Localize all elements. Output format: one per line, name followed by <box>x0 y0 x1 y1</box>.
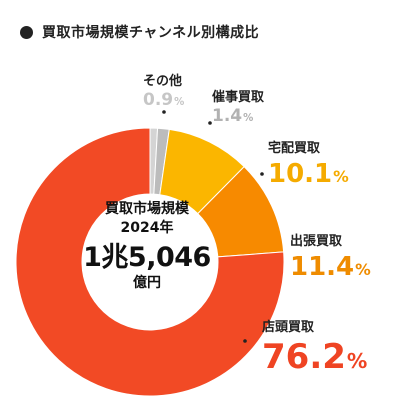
center-line1: 買取市場規模 <box>105 201 189 217</box>
slice-store <box>15 127 285 397</box>
label-name-event: 催事買取 <box>212 90 265 105</box>
center-amount: 1兆5,046 <box>83 242 211 273</box>
leader-dot-store <box>243 339 247 343</box>
label-value-other: 0.9% <box>143 90 185 110</box>
label-store: 店頭買取 76.2% <box>262 316 367 374</box>
label-name-other: その他 <box>143 74 183 89</box>
leader-dot-delivery <box>260 172 264 176</box>
label-name-store: 店頭買取 <box>262 320 315 335</box>
leader-dot-event <box>208 121 212 125</box>
chart-title: 買取市場規模チャンネル別構成比 <box>42 25 260 41</box>
chart-header: 買取市場規模チャンネル別構成比 <box>20 22 259 42</box>
label-event: 催事買取 1.4% <box>212 86 264 125</box>
label-value-event: 1.4% <box>212 106 254 126</box>
label-value-store: 76.2% <box>262 337 368 377</box>
center-total: 買取市場規模 2024年 1兆5,046 億円 <box>72 200 222 293</box>
leader-dot-other <box>162 110 166 114</box>
bullet-icon <box>20 25 33 39</box>
center-year: 2024年 <box>120 220 174 236</box>
label-name-visit: 出張買取 <box>290 234 343 249</box>
center-unit: 億円 <box>133 275 161 291</box>
label-name-delivery: 宅配買取 <box>268 141 321 156</box>
label-value-delivery: 10.1% <box>268 159 349 189</box>
label-visit: 出張買取 11.4% <box>290 230 371 280</box>
label-delivery: 宅配買取 10.1% <box>268 137 349 187</box>
label-value-visit: 11.4% <box>290 252 371 282</box>
label-other: その他 0.9% <box>143 70 184 109</box>
